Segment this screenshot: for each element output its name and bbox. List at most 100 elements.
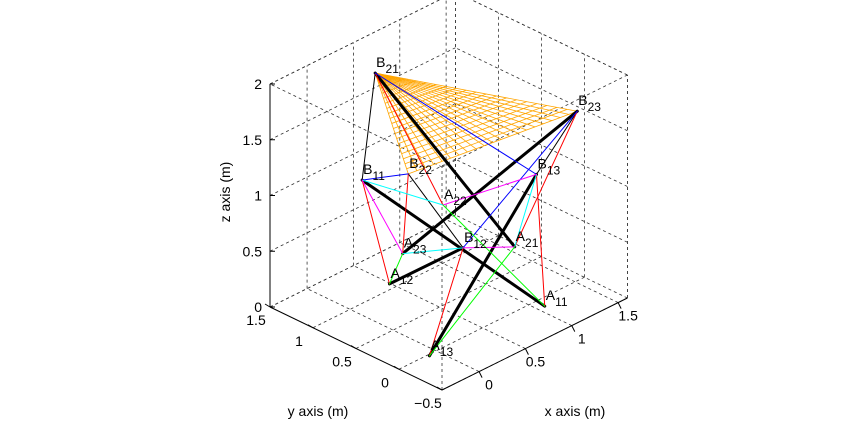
- grid-line: [445, 219, 619, 303]
- node-label-a22: A22: [444, 186, 467, 208]
- node-label-a23: A23: [404, 235, 427, 257]
- grid-line: [269, 47, 456, 141]
- mesh-line: [404, 107, 558, 165]
- mesh-line: [375, 72, 561, 118]
- x-axis-line: [441, 297, 628, 391]
- z-axis-label: z axis (m): [217, 162, 233, 223]
- z-tick-label: 1: [254, 188, 262, 204]
- node-label-b13: B13: [537, 155, 560, 177]
- mesh-line: [403, 105, 548, 160]
- cable-b21-b11: [361, 72, 376, 181]
- cable-b11-a22: [361, 179, 444, 206]
- cable-a22-a11: [442, 204, 546, 307]
- node-label-a13: A13: [430, 337, 453, 359]
- grid-line: [269, 214, 456, 308]
- cable-b11-b22: [361, 173, 409, 181]
- x-tick-label: 1.5: [618, 308, 638, 324]
- mesh-line: [401, 103, 538, 155]
- node-label-a12: A12: [390, 265, 413, 287]
- strut-a12-b12: [387, 246, 465, 286]
- cable-b22-a23: [402, 173, 409, 255]
- node-label-b23: B23: [578, 92, 601, 114]
- grid-line: [353, 265, 526, 349]
- box-edge: [269, 83, 443, 168]
- mesh-line: [375, 72, 569, 115]
- strut-a23-b23: [401, 109, 579, 256]
- mesh-line: [375, 72, 519, 134]
- mesh-line: [393, 93, 487, 129]
- node-labels: A11 A12 A13 B11 B12 B13 A21 A22 A23 B21 B22 B23: [363, 54, 601, 359]
- mesh-line: [375, 72, 544, 125]
- grid-line: [398, 276, 585, 370]
- z-tick-label: 1.5: [243, 132, 263, 148]
- strut-b11-a11: [360, 178, 547, 308]
- y-tick: [436, 386, 443, 391]
- node-label-a21: A21: [516, 228, 539, 250]
- mesh-line: [408, 110, 578, 175]
- cable-b13-a21: [514, 173, 537, 248]
- grid-line: [312, 235, 499, 329]
- mesh-line: [374, 72, 502, 140]
- cable-a21-a13: [428, 246, 516, 357]
- cable-a23-b12: [402, 247, 464, 255]
- cable-b21-a22: [374, 72, 444, 206]
- y-tick-label: 1: [295, 333, 303, 349]
- mesh-line: [394, 95, 497, 134]
- cable-b23-a21: [514, 110, 578, 248]
- mesh-line: [375, 72, 578, 112]
- x-tick-label: 1: [578, 331, 586, 347]
- y-axis-label: y axis (m): [288, 403, 349, 419]
- cable-b11-a23: [361, 179, 404, 255]
- node-label-b21: B21: [376, 54, 399, 76]
- y-tick-label: 1.5: [246, 312, 266, 328]
- grid-line: [455, 214, 628, 299]
- mesh-line: [406, 108, 568, 170]
- grid-line: [455, 103, 628, 187]
- x-tick: [478, 371, 483, 378]
- cable-a12-a23: [388, 253, 404, 285]
- grid-line: [269, 103, 456, 196]
- y-tick-label: 0.5: [332, 354, 352, 370]
- grid: [269, 0, 628, 391]
- grid-line: [399, 242, 572, 326]
- mesh-line: [396, 97, 507, 139]
- cable-b21-b13: [374, 72, 537, 175]
- strut-b21-a21: [373, 71, 517, 249]
- z-tick-label: 0: [254, 299, 262, 315]
- z-tick-label: 2: [254, 76, 262, 92]
- y-tick-label: −0.5: [414, 395, 442, 411]
- box-edge: [471, 0, 628, 76]
- y-tick: [307, 324, 314, 329]
- z-tick-label: 0.5: [243, 243, 263, 259]
- x-tick-label: 0: [485, 377, 493, 393]
- cable-b12-a21: [462, 246, 516, 249]
- cable-b12-a13: [428, 247, 464, 357]
- node-label-b22: B22: [409, 155, 432, 177]
- cable-b11-a12: [361, 179, 390, 285]
- x-axis-label: x axis (m): [545, 403, 606, 419]
- mesh-line: [375, 72, 527, 131]
- mesh-line: [398, 99, 517, 144]
- x-tick: [524, 348, 529, 355]
- grid-line: [306, 288, 480, 372]
- grid-line: [455, 158, 628, 243]
- grid-line: [355, 256, 542, 349]
- node-label-b11: B11: [363, 161, 385, 183]
- strut-a13-b13: [427, 172, 538, 358]
- y-tick: [264, 303, 271, 308]
- cable-b22-b12: [407, 173, 464, 249]
- cable-a22-b13: [442, 173, 537, 206]
- y-tick: [350, 345, 357, 349]
- edges: [360, 71, 579, 358]
- cable-b23-b13: [535, 110, 578, 175]
- mesh-line: [375, 72, 553, 122]
- y-tick: [393, 365, 400, 370]
- x-tick-label: 0.5: [526, 354, 546, 370]
- mesh-line: [375, 72, 510, 137]
- x-tick: [617, 302, 622, 309]
- node-label-a11: A11: [546, 287, 568, 309]
- node-label-b12: B12: [464, 229, 487, 251]
- mesh-line: [399, 101, 527, 150]
- y-tick-label: 0: [381, 374, 389, 390]
